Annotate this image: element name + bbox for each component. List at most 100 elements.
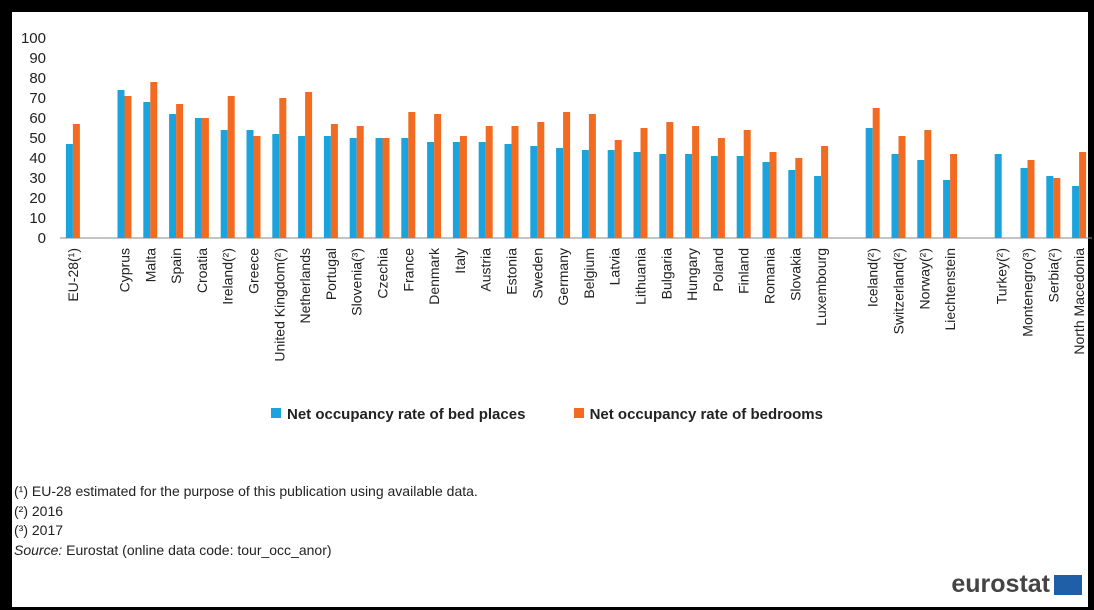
bar-bedrooms <box>640 128 648 238</box>
legend-label-bed-places: Net occupancy rate of bed places <box>287 406 526 423</box>
x-tick-label: Poland <box>710 248 726 292</box>
legend-swatch-bedrooms <box>573 408 584 418</box>
bar-bed-places <box>117 90 125 238</box>
x-tick-label: Norway(²) <box>916 248 932 309</box>
x-tick-label: Czechia <box>375 248 391 299</box>
bar-bedrooms <box>717 138 725 238</box>
bar-bed-places <box>917 160 925 238</box>
x-tick-label: Hungary <box>684 248 700 301</box>
bar-bed-places <box>169 114 177 238</box>
bar-bedrooms <box>408 112 416 238</box>
bar-bedrooms <box>150 82 158 238</box>
bar-bed-places <box>504 144 512 238</box>
bar-bed-places <box>143 102 151 238</box>
x-tick-label: Netherlands <box>297 248 313 324</box>
bar-bed-places <box>272 134 280 238</box>
bar-bedrooms <box>821 146 829 238</box>
bar-bedrooms <box>1079 152 1087 238</box>
x-tick-label: Austria <box>478 248 494 292</box>
x-tick-label: Germany <box>555 248 571 306</box>
bar-bedrooms <box>382 138 390 238</box>
bar-bedrooms <box>459 136 467 238</box>
legend-item-bedrooms: Net occupancy rate of bedrooms <box>573 406 823 423</box>
bar-bed-places <box>736 156 744 238</box>
x-tick-label: EU-28(¹) <box>65 248 81 302</box>
y-tick-label: 80 <box>29 70 46 87</box>
bar-bedrooms <box>253 136 261 238</box>
bar-bedrooms <box>227 96 235 238</box>
bar-bed-places <box>556 148 564 238</box>
x-tick-label: Bulgaria <box>658 248 674 300</box>
x-axis-labels: EU-28(¹) Cyprus Malta Spain Croatia Ireland(²… <box>65 247 1087 362</box>
bar-bed-places <box>1072 186 1080 238</box>
bar-bedrooms <box>356 126 364 238</box>
y-tick-label: 50 <box>29 130 46 147</box>
bar-bed-places <box>452 142 460 238</box>
x-tick-label: Malta <box>142 248 158 282</box>
y-tick-label: 20 <box>29 190 46 207</box>
bar-bed-places <box>478 142 486 238</box>
x-tick-label: Switzerland(²) <box>891 248 907 334</box>
x-tick-label: United Kingdom(²) <box>271 248 287 362</box>
footnote-2: (²) 2016 <box>14 502 64 519</box>
x-tick-label: Estonia <box>504 248 520 295</box>
x-tick-label: Slovakia <box>787 248 803 301</box>
bar-bed-places <box>762 162 770 238</box>
bar-bed-places <box>994 154 1002 238</box>
bar-chart: 0 10 20 30 40 50 60 70 80 90 100 EU-28(¹) Cyprus Mal… <box>21 30 1092 362</box>
y-tick-label: 100 <box>21 30 46 47</box>
x-tick-label: Lithuania <box>633 248 649 305</box>
x-tick-label: Latvia <box>607 248 623 286</box>
bars <box>65 82 1087 238</box>
bar-bed-places <box>349 138 357 238</box>
legend-swatch-bed-places <box>271 408 281 418</box>
source-line: Source: Eurostat (online data code: tour… <box>14 541 478 561</box>
source-text: Eurostat (online data code: tour_occ_ano… <box>62 541 332 558</box>
x-tick-label: Denmark <box>426 247 442 305</box>
y-tick-label: 90 <box>29 50 46 67</box>
bar-bed-places <box>65 144 73 238</box>
bar-bedrooms <box>305 92 313 238</box>
bar-bedrooms <box>588 114 596 238</box>
bar-bed-places <box>943 180 951 238</box>
eu-flag-icon <box>1054 574 1082 595</box>
bar-bedrooms <box>743 130 751 238</box>
bar-bed-places <box>375 138 383 238</box>
x-tick-label: Romania <box>762 248 778 304</box>
y-tick-label: 60 <box>29 110 46 127</box>
eurostat-logo: eurostat <box>951 570 1082 599</box>
legend-label-bedrooms: Net occupancy rate of bedrooms <box>589 406 823 423</box>
bar-bed-places <box>1020 168 1028 238</box>
x-tick-label: Montenegro(³) <box>1020 248 1036 337</box>
bar-bedrooms <box>72 124 80 238</box>
x-tick-label: Liechtenstein <box>942 248 958 331</box>
x-tick-label: Greece <box>246 248 262 294</box>
x-tick-label: Italy <box>452 248 468 274</box>
bar-bedrooms <box>124 96 132 238</box>
bar-bedrooms <box>1027 160 1035 238</box>
bar-bedrooms <box>511 126 519 238</box>
bar-bedrooms <box>795 158 803 238</box>
bar-bed-places <box>659 154 667 238</box>
x-tick-label: Cyprus <box>117 248 133 292</box>
x-tick-label: Croatia <box>194 248 210 293</box>
bar-bed-places <box>607 150 615 238</box>
bar-bed-places <box>220 130 228 238</box>
bar-bed-places <box>633 152 641 238</box>
bar-bed-places <box>814 176 822 238</box>
x-tick-label: France <box>400 248 416 292</box>
bar-bed-places <box>530 146 538 238</box>
bar-bedrooms <box>1053 178 1061 238</box>
bar-bed-places <box>323 136 331 238</box>
bar-bedrooms <box>666 122 674 238</box>
bar-bedrooms <box>950 154 958 238</box>
logo-text: eurostat <box>951 570 1050 598</box>
x-tick-label: Belgium <box>581 248 597 299</box>
y-tick-label: 70 <box>29 90 46 107</box>
x-tick-label: Iceland(²) <box>865 248 881 307</box>
x-tick-label: Luxembourg <box>813 248 829 326</box>
footnotes: (¹) EU-28 estimated for the purpose of t… <box>14 482 478 560</box>
y-tick-label: 0 <box>38 230 46 247</box>
x-tick-label: Sweden <box>529 248 545 299</box>
bar-bed-places <box>298 136 306 238</box>
